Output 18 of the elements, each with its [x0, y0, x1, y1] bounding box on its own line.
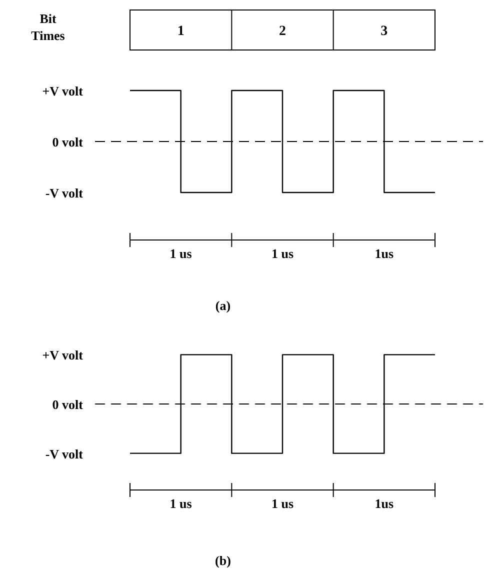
text: +V volt [42, 348, 84, 363]
text: 1 us [271, 496, 294, 511]
text: 1 us [170, 246, 192, 261]
text: Bit Times [31, 11, 65, 43]
text: 1us [374, 496, 394, 511]
text: 1us [374, 246, 394, 261]
text: (b) [215, 553, 231, 568]
text: 0 volt [52, 134, 84, 150]
text: -V volt [45, 446, 84, 462]
text: +V volt [42, 84, 84, 98]
text: 1 us [271, 246, 294, 261]
text: 2 [279, 24, 286, 39]
text: 1 us [170, 496, 192, 511]
text: -V volt [45, 186, 84, 200]
text: 0 volt [52, 397, 84, 412]
text: (a) [215, 298, 231, 313]
text: 3 [380, 24, 388, 39]
text: 1 [177, 24, 184, 39]
